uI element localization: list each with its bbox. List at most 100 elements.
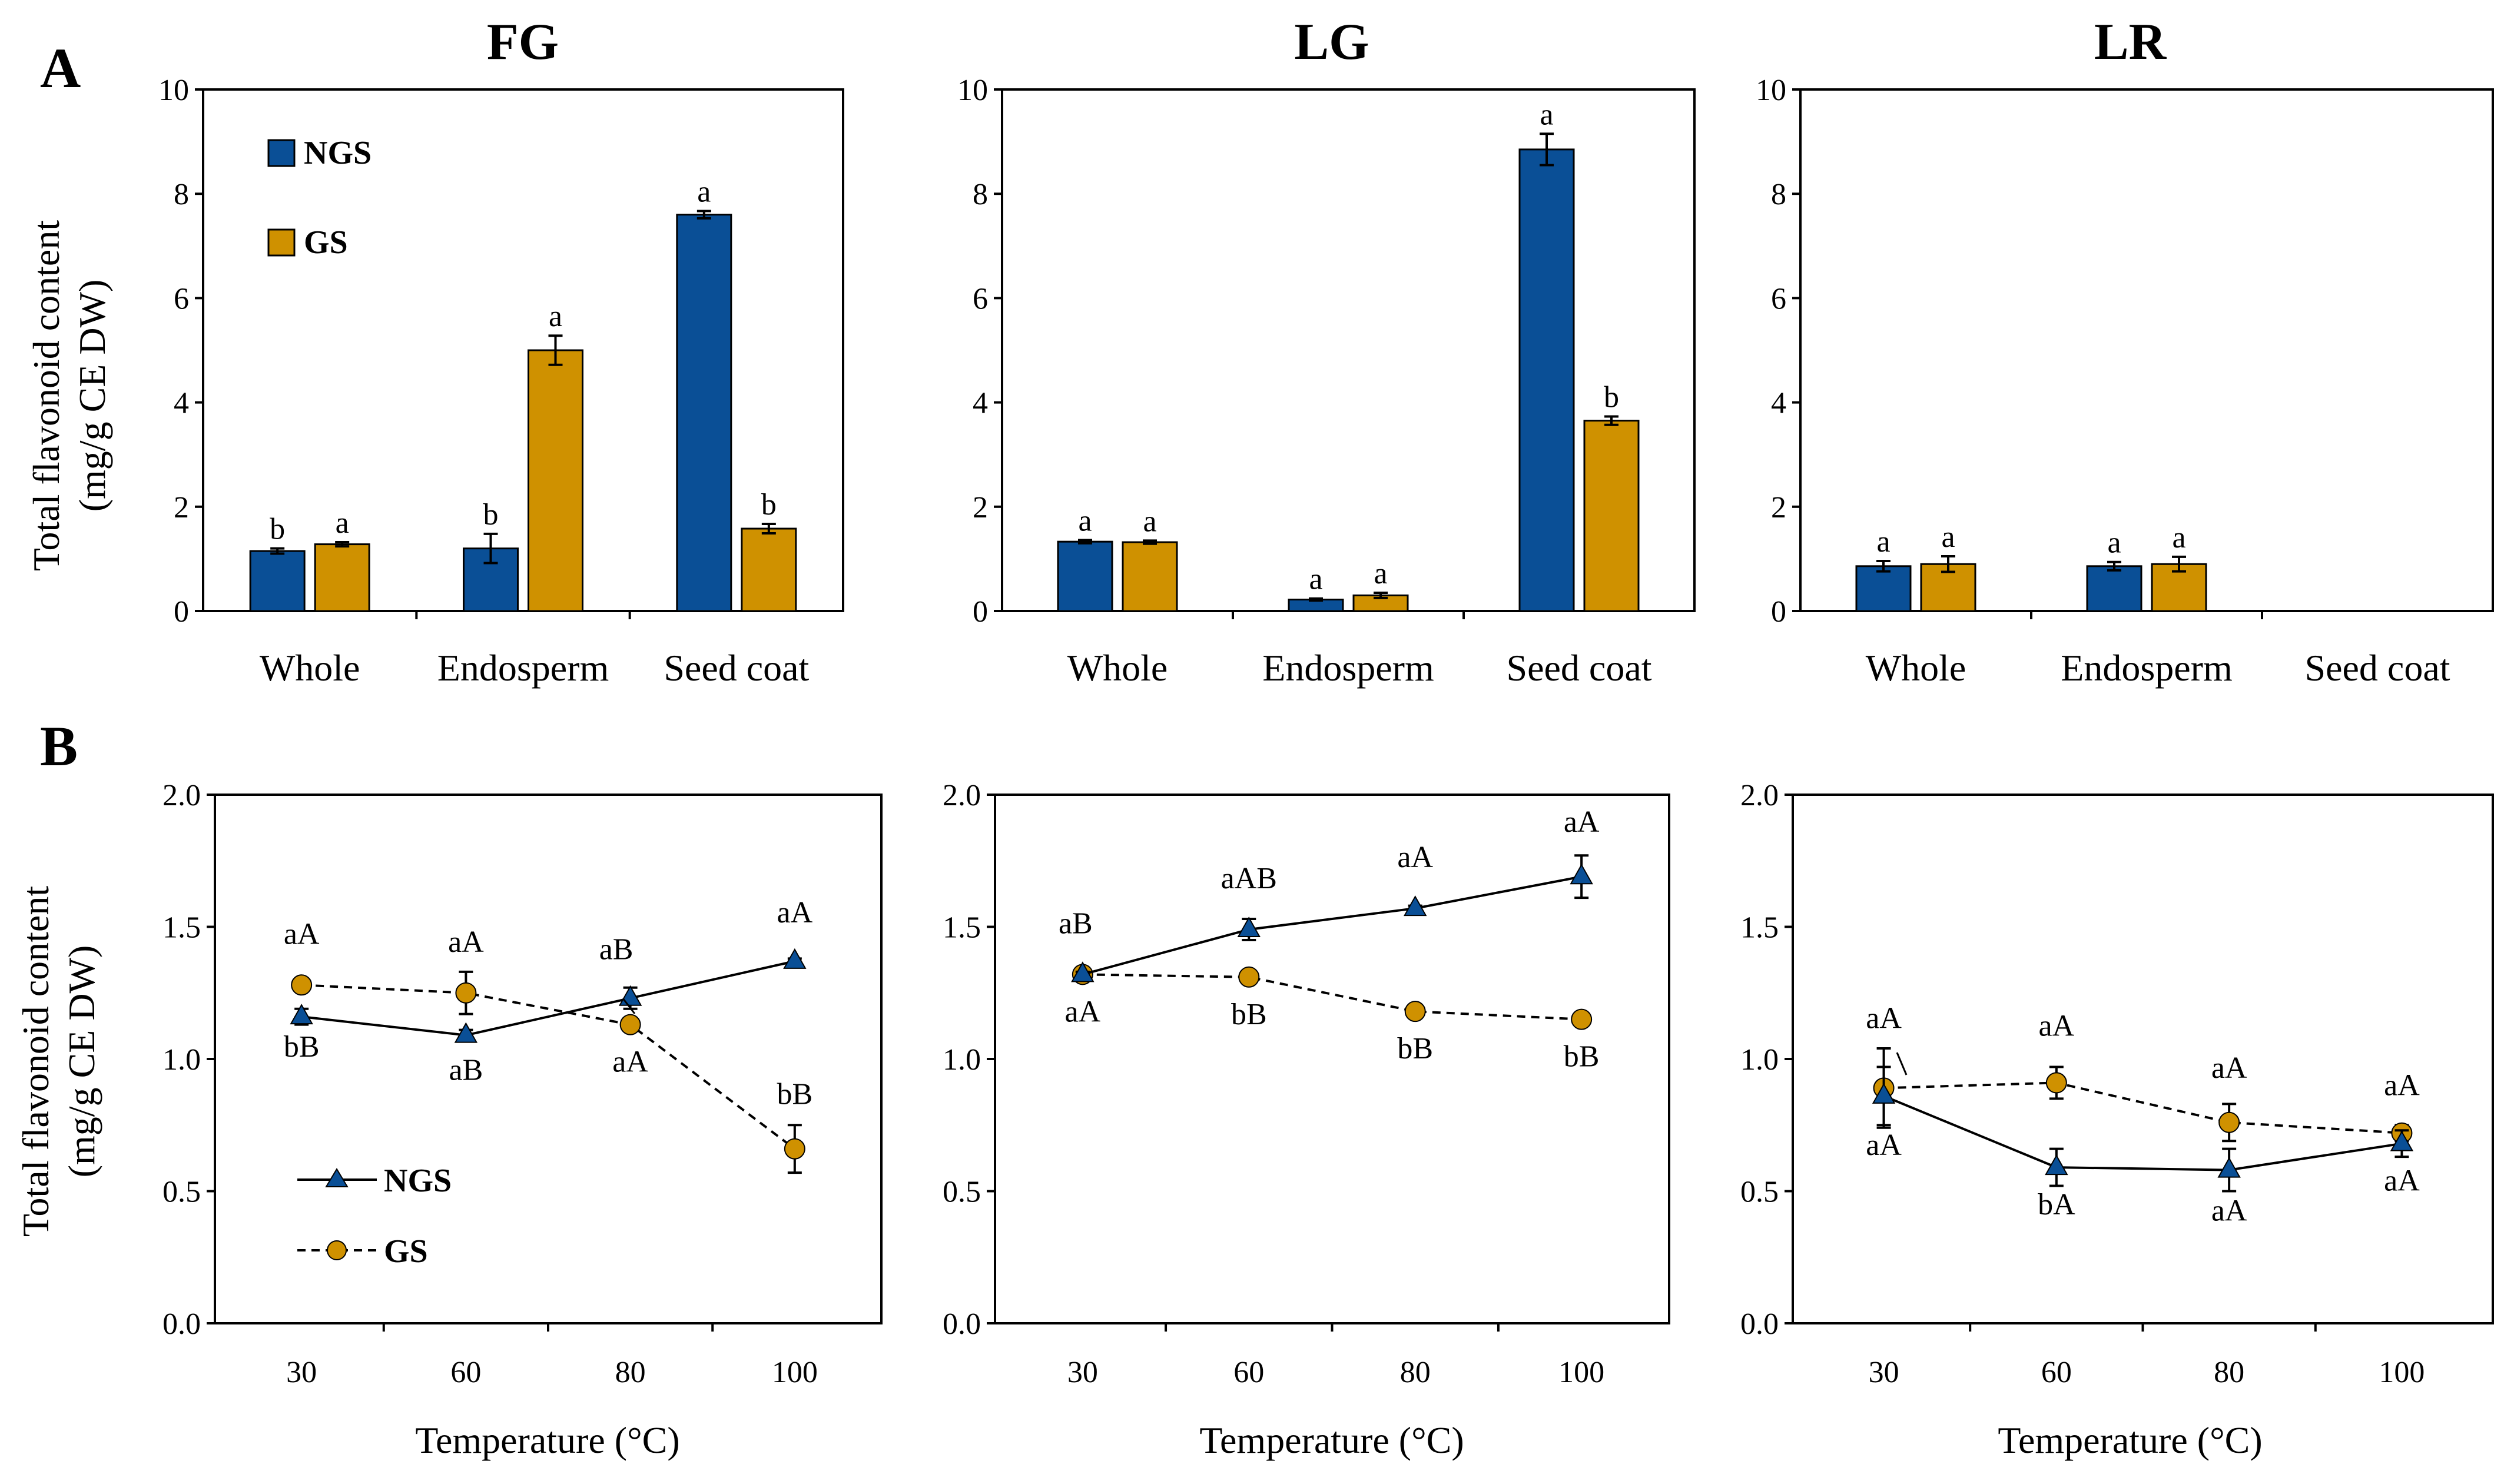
chart-a2-significance-label: a [1078,504,1092,538]
chart-b2-x-tick-label: 80 [1400,1356,1431,1389]
chart-b2-x-tick-label: 30 [1067,1356,1098,1389]
chart-b1-point-gs [619,1014,641,1035]
chart-b1-series-line-gs [301,984,796,1150]
chart-b3-point-gs [2218,1111,2240,1133]
chart-b3-y-tick-label: 1.0 [1740,1043,1779,1077]
chart-a2-significance-label: a [1143,504,1156,538]
chart-b1-point-ngs [783,948,807,969]
chart-b2-significance-label-gs: bB [1564,1040,1600,1074]
chart-a2-y-tick-label: 4 [973,387,988,420]
chart-b1-x-tick-label: 100 [772,1356,818,1389]
x-axis-title-b1: Temperature (°C) [415,1419,679,1461]
chart-b3-series-line-gs [1883,1081,2402,1134]
y-axis-title-b-line2: (mg/g CE DW) [61,945,102,1178]
chart-b2-point-ngs [1071,961,1095,982]
chart-a1-y-tick-label: 10 [158,74,189,107]
chart-a2-bar-ngs [1518,148,1575,612]
chart-a1-bar-gs [528,349,583,612]
chart-b3-y-tick-label: 0.5 [1740,1176,1779,1209]
chart-a1-significance-label: a [336,506,349,540]
chart-a2-bar-ngs [1057,540,1113,612]
chart-b3-y-tick-label: 2.0 [1740,779,1779,812]
legend-a-gs-label: GS [304,224,348,261]
chart-b3-significance-label-ngs: aA [2211,1194,2247,1228]
chart-a1-significance-label: a [697,175,711,208]
chart-a3-significance-label: a [2107,526,2121,560]
chart-b2-significance-label-ngs: aA [1397,841,1433,874]
chart-b1-y-tick-label: 1.5 [162,911,201,945]
chart-b2-significance-label-gs: bB [1397,1032,1433,1065]
chart-b1-significance-label-gs: aA [448,925,484,959]
chart-b2-series-line-gs [1082,973,1582,1021]
legend-b: NGS GS [297,1163,452,1270]
chart-b1-significance-label-gs: bB [777,1078,812,1111]
chart-a3-significance-label: a [1876,525,1890,559]
chart-b3-label-leader [1896,1052,1908,1075]
chart-a2-y-tick-label: 8 [973,178,988,211]
chart-b3-y-tick-label: 0.0 [1740,1307,1779,1341]
chart-b3-point-ngs [2045,1154,2068,1176]
chart-b2-significance-label-ngs: aAB [1221,862,1277,895]
chart-b2-significance-label-ngs: aA [1564,805,1600,839]
chart-b3-significance-label-ngs: bA [2038,1188,2075,1221]
chart-a3-plot-frame [1799,88,2494,612]
chart-a1-y-tick-label: 8 [174,178,189,211]
chart-a1-y-tick-label: 6 [174,282,189,316]
chart-b3-x-tick-label: 30 [1869,1356,1899,1389]
chart-b3-significance-label-gs: aA [2211,1051,2247,1085]
chart-b1-significance-label-gs: aA [284,917,320,951]
chart-b2-y-tick-label: 1.5 [943,911,981,945]
chart-a3-y-tick-label: 10 [1756,74,1786,107]
chart-b1-significance-label-gs: aA [612,1045,648,1079]
title-fg: FG [487,14,559,71]
legend-a-gs-swatch [267,228,296,257]
chart-b1-x-tick-label: 80 [615,1356,646,1389]
x-axis-title-b2: Temperature (°C) [1199,1419,1464,1461]
chart-a3-y-tick-label: 6 [1771,282,1786,316]
chart-b1-x-tick-label: 30 [286,1356,317,1389]
chart-a3-category-label: Seed coat [2305,647,2450,689]
chart-a2-category-label: Seed coat [1507,647,1652,689]
chart-a1-significance-label: a [549,300,562,333]
chart-b2-point-gs [1238,966,1260,988]
chart-a1-category-label: Seed coat [664,647,809,689]
chart-a2-significance-label: a [1540,98,1553,131]
chart-b3-x-tick-label: 100 [2379,1356,2425,1389]
chart-b3-point-gs [2045,1072,2067,1094]
chart-a1-bar-ngs [676,214,732,612]
chart-a2-significance-label: a [1309,563,1322,596]
chart-b1-point-ngs [454,1022,478,1043]
title-lr: LR [2094,14,2167,71]
chart-b3-y-tick-label: 1.5 [1740,911,1779,945]
chart-a3-y-tick-label: 4 [1771,387,1786,420]
chart-b3-x-tick-label: 80 [2214,1356,2244,1389]
chart-a1-significance-label: b [761,488,777,522]
chart-b3-series-line-ngs [1883,1095,2402,1171]
y-axis-title-a: Total flavonoid content (mg/g CE DW) [25,220,113,571]
chart-b2-series-line-ngs [1082,875,1582,976]
chart-b2-point-gs [1404,1001,1426,1022]
chart-a1-bar-gs [741,527,797,612]
legend-b-ngs-label: NGS [384,1163,452,1199]
chart-b1-significance-label-ngs: aA [777,896,813,929]
chart-b1-significance-label-ngs: aB [449,1054,483,1087]
chart-a3-y-tick-label: 2 [1771,491,1786,524]
chart-b2-y-tick-label: 0.0 [943,1307,981,1341]
chart-a2-category-label: Endosperm [1262,647,1434,689]
y-axis-title-a-line1: Total flavonoid content [25,220,67,571]
chart-b1-point-gs [784,1138,805,1160]
chart-a2-plot-frame [1001,88,1696,612]
legend-b-ngs-marker [325,1168,349,1187]
chart-b1-x-tick-label: 60 [450,1356,481,1389]
chart-a3-significance-label: a [2172,521,2185,555]
chart-a2-y-tick-label: 0 [973,595,988,629]
chart-b1-y-tick-label: 2.0 [162,779,201,812]
chart-b3-point-ngs [1872,1083,1896,1104]
chart-a1-plot-frame [202,88,844,612]
chart-b2-x-tick-label: 100 [1558,1356,1604,1389]
chart-a3-y-tick-label: 0 [1771,595,1786,629]
chart-b1-y-tick-label: 0.5 [162,1176,201,1209]
chart-a3-bar-ngs [1855,565,1912,612]
chart-a2-bar-gs [1583,420,1640,612]
